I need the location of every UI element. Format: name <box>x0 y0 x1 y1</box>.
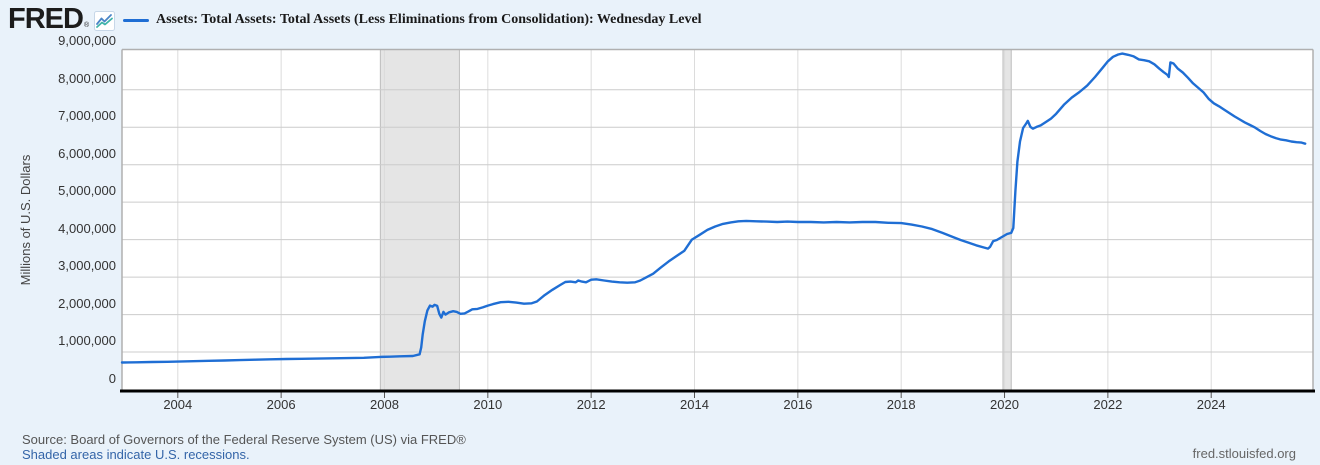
x-tick-label: 2010 <box>473 397 503 412</box>
x-tick-label: 2022 <box>1093 397 1123 412</box>
source-attribution: Source: Board of Governors of the Federa… <box>22 432 466 447</box>
y-tick-label: 6,000,000 <box>58 145 116 161</box>
recession-band <box>380 49 460 390</box>
y-tick-label: 4,000,000 <box>58 220 116 236</box>
recession-note-link[interactable]: Shaded areas indicate U.S. recessions. <box>22 447 250 462</box>
y-tick-label: 2,000,000 <box>58 295 116 311</box>
recession-band <box>1002 49 1012 390</box>
chart-legend: Assets: Total Assets: Total Assets (Less… <box>123 12 702 28</box>
series-title-link[interactable]: Assets: Total Assets: Total Assets (Less… <box>156 12 702 27</box>
x-tick-label: 2004 <box>163 397 193 412</box>
y-tick-label: 7,000,000 <box>58 108 116 124</box>
x-tick-label: 2006 <box>266 397 296 412</box>
x-tick-label: 2020 <box>990 397 1019 412</box>
fred-logo-text: FRED <box>8 3 84 35</box>
y-tick-label: 5,000,000 <box>58 183 116 199</box>
fred-site-link[interactable]: fred.stlouisfed.org <box>1192 446 1296 461</box>
x-tick-label: 2016 <box>783 397 813 412</box>
y-tick-label: 3,000,000 <box>58 258 116 274</box>
x-tick-label: 2008 <box>370 397 399 412</box>
y-tick-label: 9,000,000 <box>58 33 116 49</box>
plot-background <box>122 49 1313 390</box>
fred-logo[interactable]: FRED ® <box>8 3 116 36</box>
x-tick-label: 2018 <box>886 397 916 412</box>
y-tick-label: 0 <box>108 370 116 386</box>
data-series-line <box>120 52 1307 364</box>
x-tick-label: 2024 <box>1196 397 1226 412</box>
y-tick-label: 1,000,000 <box>58 333 116 349</box>
x-tick-label: 2012 <box>576 397 606 412</box>
fred-chart-icon <box>94 11 116 36</box>
y-tick-label: 8,000,000 <box>58 70 116 86</box>
x-tick-label: 2014 <box>680 397 709 412</box>
legend-line-swatch <box>123 18 149 22</box>
y-axis-title: Millions of U.S. Dollars <box>18 154 33 286</box>
registered-trademark: ® <box>83 22 90 29</box>
